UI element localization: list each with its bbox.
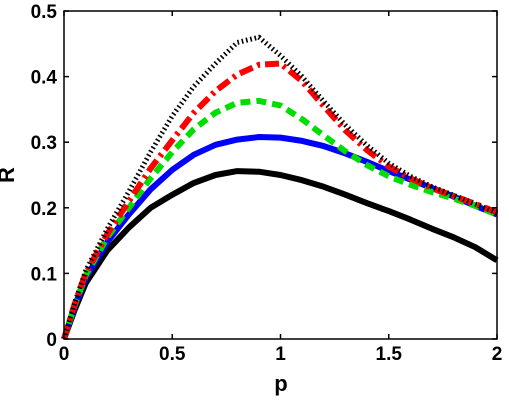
series-line-4 xyxy=(61,60,499,340)
x-tick-label: 2 xyxy=(492,344,503,365)
plot-area xyxy=(61,34,499,341)
series-line-2 xyxy=(61,134,499,340)
x-tick-label: 0.5 xyxy=(159,344,186,365)
y-tick-label: 0.1 xyxy=(31,264,58,285)
y-axis-label: R xyxy=(0,167,19,183)
y-tick-label: 0 xyxy=(46,330,57,351)
y-tick-label: 0.3 xyxy=(31,133,57,154)
x-axis-label: p xyxy=(274,371,287,396)
tick-labels: 0 0.5 1 1.5 2 0 0.1 0.2 0.3 0.4 0.5 xyxy=(31,2,503,365)
axes xyxy=(63,10,498,340)
x-tick-label: 0 xyxy=(59,344,70,365)
y-tick-label: 0.5 xyxy=(31,2,58,23)
y-tick-label: 0.4 xyxy=(31,68,58,89)
x-tick-label: 1.5 xyxy=(376,344,403,365)
series-line-5 xyxy=(61,34,498,340)
series-line-1 xyxy=(61,168,499,341)
y-tick-label: 0.2 xyxy=(31,199,57,220)
x-tick-label: 1 xyxy=(275,344,286,365)
